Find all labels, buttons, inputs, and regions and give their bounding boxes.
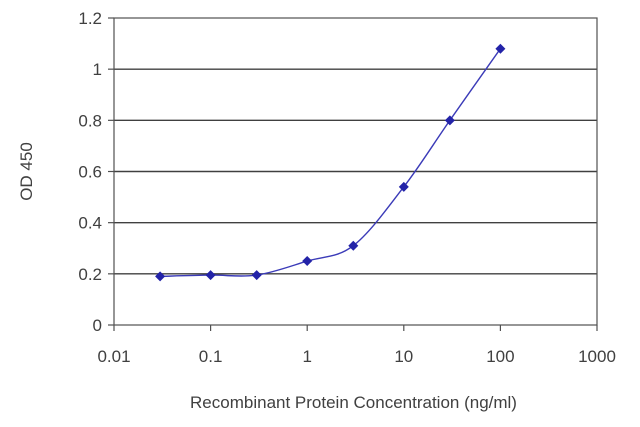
x-tick-label: 10 <box>394 347 413 366</box>
y-tick-label: 0.8 <box>78 111 102 130</box>
x-axis-label: Recombinant Protein Concentration (ng/ml… <box>190 393 517 412</box>
data-point <box>495 43 506 54</box>
axis-ticks <box>108 17 598 331</box>
y-tick-label: 0.2 <box>78 265 102 284</box>
series-line <box>160 48 501 278</box>
data-point <box>348 240 359 251</box>
x-tick-labels: 0.01 0.1 1 10 100 1000 <box>97 347 615 366</box>
y-gridlines <box>114 68 597 275</box>
x-tick-label: 1 <box>302 347 311 366</box>
data-point <box>302 256 313 267</box>
y-tick-label: 1 <box>93 60 102 79</box>
y-tick-label: 0 <box>93 316 102 335</box>
data-point <box>205 270 216 281</box>
data-point <box>444 115 455 126</box>
y-axis-label: OD 450 <box>17 142 36 201</box>
x-tick-label: 0.01 <box>97 347 130 366</box>
data-markers <box>155 43 506 282</box>
x-tick-label: 100 <box>486 347 514 366</box>
x-tick-label: 1000 <box>578 347 616 366</box>
data-point <box>251 270 262 281</box>
data-point <box>398 181 409 192</box>
y-tick-labels: 0 0.2 0.4 0.6 0.8 1 1.2 <box>78 9 102 335</box>
y-tick-label: 1.2 <box>78 9 102 28</box>
x-tick-label: 0.1 <box>199 347 223 366</box>
y-tick-label: 0.4 <box>78 214 102 233</box>
y-tick-label: 0.6 <box>78 163 102 182</box>
data-point <box>155 271 166 282</box>
